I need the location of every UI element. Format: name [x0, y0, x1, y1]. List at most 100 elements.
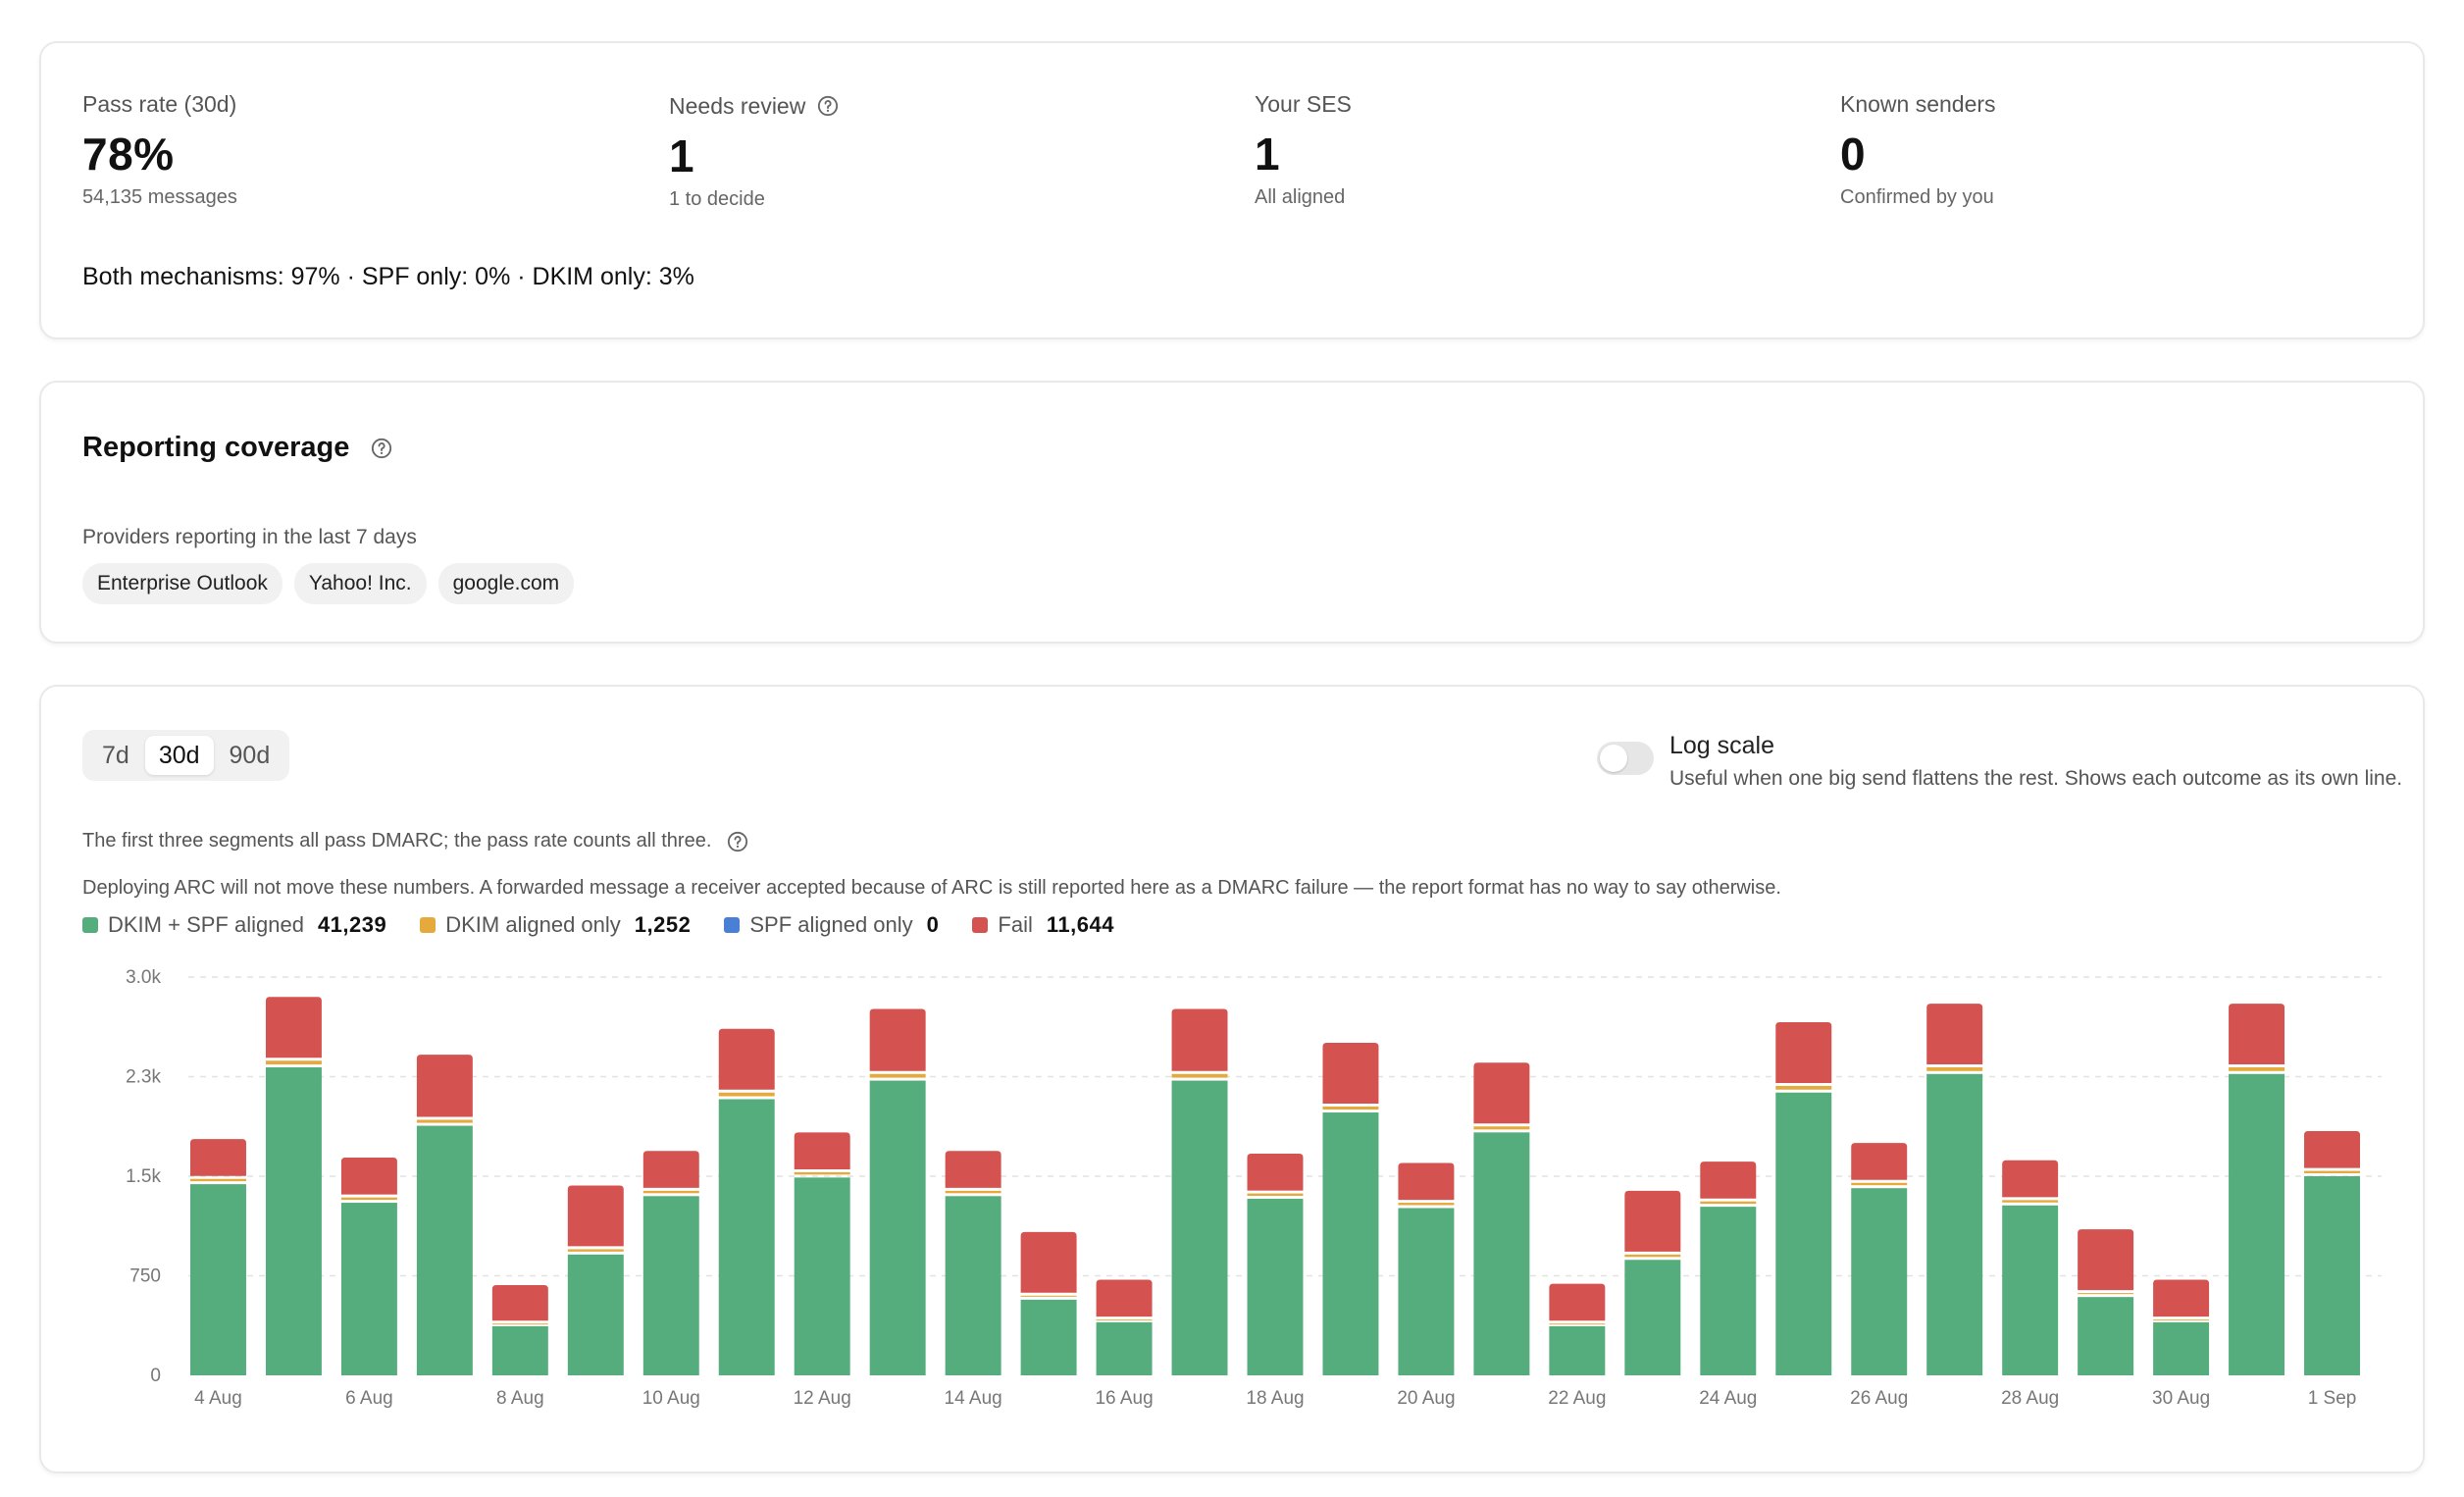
bar-segment-both[interactable]	[1096, 1321, 1153, 1375]
bar-segment-dkim-only[interactable]	[869, 1073, 926, 1078]
bar-segment-fail[interactable]	[2078, 1229, 2134, 1291]
bar-segment-both[interactable]	[718, 1099, 775, 1375]
bar-segment-fail[interactable]	[1775, 1022, 1832, 1083]
bar-segment-fail[interactable]	[1473, 1062, 1530, 1124]
bar-segment-both[interactable]	[2304, 1176, 2360, 1375]
bar-segment-fail[interactable]	[491, 1284, 548, 1321]
bar-segment-both[interactable]	[1549, 1325, 1606, 1375]
bar-segment-fail[interactable]	[1624, 1190, 1681, 1252]
help-icon[interactable]	[371, 438, 392, 459]
bar-segment-fail[interactable]	[945, 1151, 1001, 1188]
bar-segment-both[interactable]	[1020, 1299, 1077, 1375]
bar-segment-dkim-only[interactable]	[567, 1249, 624, 1252]
pass-segments-note: The first three segments all pass DMARC;…	[82, 830, 748, 852]
bar-segment-dkim-only[interactable]	[416, 1119, 473, 1123]
stat-value: 1	[1255, 129, 1281, 180]
bar-segment-fail[interactable]	[2002, 1160, 2059, 1198]
bar-segment-both[interactable]	[945, 1196, 1001, 1375]
bar-segment-dkim-only[interactable]	[340, 1197, 397, 1201]
bar-segment-both[interactable]	[2153, 1321, 2210, 1375]
bar-segment-fail[interactable]	[1851, 1143, 1908, 1180]
stat-value: 78%	[82, 129, 175, 180]
bar-segment-dkim-only[interactable]	[1851, 1182, 1908, 1186]
x-tick-label: 4 Aug	[194, 1388, 242, 1409]
coverage-subtitle: Providers reporting in the last 7 days	[82, 526, 417, 548]
bar-segment-fail[interactable]	[416, 1055, 473, 1117]
bar-segment-dkim-only[interactable]	[1549, 1323, 1606, 1325]
bar-segment-both[interactable]	[2078, 1297, 2134, 1375]
bar-segment-both[interactable]	[1322, 1112, 1379, 1375]
bar-segment-dkim-only[interactable]	[1247, 1193, 1304, 1197]
bar-segment-both[interactable]	[265, 1067, 322, 1375]
bar-segment-dkim-only[interactable]	[1322, 1106, 1379, 1110]
bar-segment-dkim-only[interactable]	[1926, 1067, 1983, 1071]
bar-segment-dkim-only[interactable]	[491, 1323, 548, 1325]
bar-segment-dkim-only[interactable]	[718, 1092, 775, 1097]
bar-segment-both[interactable]	[794, 1177, 850, 1375]
bar-segment-fail[interactable]	[2229, 1004, 2285, 1065]
bar-segment-both[interactable]	[1473, 1132, 1530, 1375]
range-90d-button[interactable]: 90d	[229, 741, 271, 769]
bar-segment-dkim-only[interactable]	[794, 1171, 850, 1175]
bar-segment-fail[interactable]	[1926, 1004, 1983, 1065]
bar-segment-fail[interactable]	[1247, 1153, 1304, 1191]
bar-segment-both[interactable]	[1926, 1073, 1983, 1375]
bar-segment-dkim-only[interactable]	[945, 1190, 1001, 1194]
bar-segment-dkim-only[interactable]	[2304, 1170, 2360, 1173]
bar-segment-fail[interactable]	[190, 1139, 246, 1176]
bar-segment-fail[interactable]	[1398, 1162, 1455, 1201]
bar-segment-fail[interactable]	[1549, 1283, 1606, 1321]
bar-segment-dkim-only[interactable]	[2078, 1293, 2134, 1295]
bar-segment-both[interactable]	[1247, 1199, 1304, 1375]
range-7d-button[interactable]: 7d	[102, 741, 129, 769]
bar-segment-fail[interactable]	[2153, 1279, 2210, 1317]
bar-segment-dkim-only[interactable]	[1398, 1203, 1455, 1206]
help-icon[interactable]	[817, 95, 839, 117]
bar-segment-both[interactable]	[567, 1254, 624, 1375]
bar-segment-fail[interactable]	[265, 997, 322, 1058]
bar-segment-both[interactable]	[340, 1203, 397, 1375]
range-30d-button[interactable]: 30d	[144, 736, 214, 775]
bar-segment-dkim-only[interactable]	[1473, 1126, 1530, 1130]
bar-segment-fail[interactable]	[567, 1185, 624, 1247]
bar-segment-both[interactable]	[2002, 1205, 2059, 1375]
bar-segment-dkim-only[interactable]	[2229, 1067, 2285, 1071]
log-scale-toggle[interactable]	[1597, 742, 1654, 775]
bar-segment-dkim-only[interactable]	[2153, 1319, 2210, 1321]
bar-segment-both[interactable]	[869, 1080, 926, 1375]
bar-segment-both[interactable]	[1775, 1092, 1832, 1375]
bar-segment-dkim-only[interactable]	[1020, 1295, 1077, 1297]
bar-segment-dkim-only[interactable]	[190, 1178, 246, 1182]
bar-segment-fail[interactable]	[1322, 1042, 1379, 1104]
bar-segment-dkim-only[interactable]	[1700, 1201, 1757, 1205]
bar-segment-both[interactable]	[1624, 1260, 1681, 1375]
bar-segment-dkim-only[interactable]	[1624, 1254, 1681, 1258]
bar-segment-both[interactable]	[1398, 1208, 1455, 1375]
bar-segment-fail[interactable]	[642, 1151, 699, 1188]
bar-segment-fail[interactable]	[1171, 1008, 1228, 1071]
bar-segment-fail[interactable]	[869, 1008, 926, 1071]
bar-segment-dkim-only[interactable]	[2002, 1200, 2059, 1203]
bar-segment-fail[interactable]	[1700, 1161, 1757, 1199]
provider-chips: Enterprise Outlook Yahoo! Inc. google.co…	[82, 563, 575, 604]
bar-segment-both[interactable]	[190, 1184, 246, 1375]
bar-segment-dkim-only[interactable]	[642, 1190, 699, 1194]
bar-segment-dkim-only[interactable]	[1096, 1319, 1153, 1321]
bar-segment-fail[interactable]	[1020, 1231, 1077, 1293]
bar-segment-both[interactable]	[2229, 1073, 2285, 1375]
bar-segment-both[interactable]	[1700, 1207, 1757, 1375]
help-icon[interactable]	[727, 831, 748, 852]
bar-segment-dkim-only[interactable]	[1171, 1073, 1228, 1078]
bar-segment-fail[interactable]	[1096, 1279, 1153, 1317]
bar-segment-fail[interactable]	[794, 1132, 850, 1169]
bar-segment-fail[interactable]	[2304, 1130, 2360, 1168]
bar-segment-both[interactable]	[491, 1325, 548, 1375]
bar-segment-fail[interactable]	[718, 1028, 775, 1090]
bar-segment-both[interactable]	[1851, 1188, 1908, 1375]
bar-segment-both[interactable]	[642, 1196, 699, 1375]
bar-segment-dkim-only[interactable]	[1775, 1085, 1832, 1090]
bar-segment-both[interactable]	[416, 1125, 473, 1375]
bar-segment-dkim-only[interactable]	[265, 1060, 322, 1065]
bar-segment-fail[interactable]	[340, 1158, 397, 1195]
bar-segment-both[interactable]	[1171, 1080, 1228, 1375]
